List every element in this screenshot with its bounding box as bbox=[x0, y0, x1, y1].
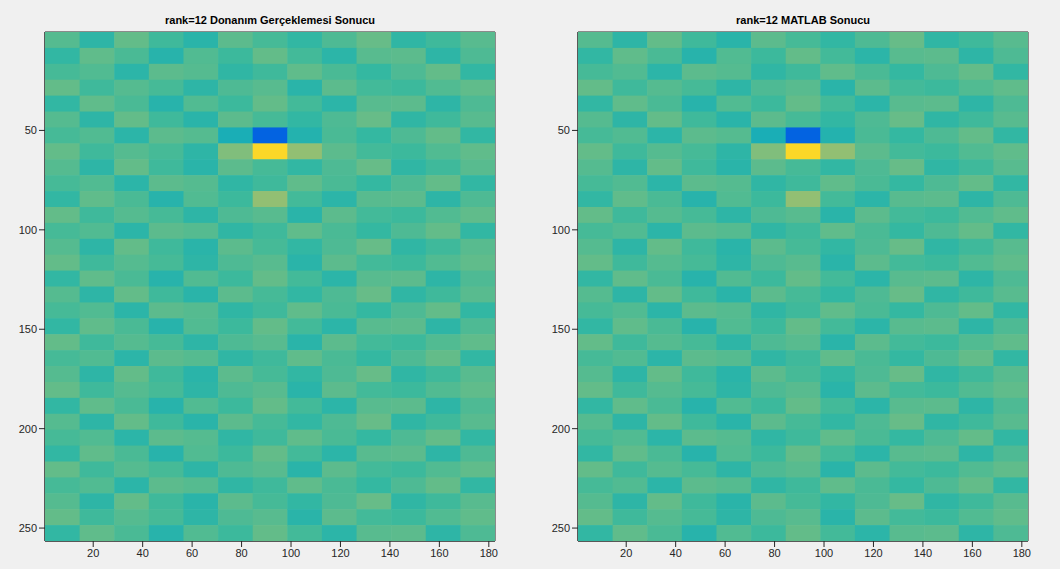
svg-text:100: 100 bbox=[282, 547, 300, 559]
html-text:rank=12 MATLAB Sonucu: rank=12 MATLAB Sonucu bbox=[736, 14, 870, 26]
svg-text:150: 150 bbox=[19, 323, 37, 335]
svg-text:180: 180 bbox=[1013, 547, 1031, 559]
svg-text:200: 200 bbox=[552, 423, 570, 435]
svg-text:150: 150 bbox=[552, 323, 570, 335]
svg-text:120: 120 bbox=[331, 547, 349, 559]
svg-text:40: 40 bbox=[670, 547, 682, 559]
svg-text:160: 160 bbox=[430, 547, 448, 559]
svg-text:100: 100 bbox=[815, 547, 833, 559]
svg-text:140: 140 bbox=[381, 547, 399, 559]
svg-text:100: 100 bbox=[552, 224, 570, 236]
svg-text:80: 80 bbox=[235, 547, 247, 559]
svg-text:180: 180 bbox=[480, 547, 498, 559]
svg-text:50: 50 bbox=[25, 124, 37, 136]
svg-text:20: 20 bbox=[620, 547, 632, 559]
svg-text:80: 80 bbox=[768, 547, 780, 559]
svg-text:200: 200 bbox=[19, 423, 37, 435]
svg-text:20: 20 bbox=[87, 547, 99, 559]
svg-text:120: 120 bbox=[864, 547, 882, 559]
svg-text:60: 60 bbox=[186, 547, 198, 559]
svg-text:250: 250 bbox=[19, 522, 37, 534]
svg-text:50: 50 bbox=[558, 124, 570, 136]
svg-text:40: 40 bbox=[137, 547, 149, 559]
svg-text:60: 60 bbox=[719, 547, 731, 559]
svg-text:100: 100 bbox=[19, 224, 37, 236]
svg-text:140: 140 bbox=[914, 547, 932, 559]
html-text:rank=12 Donanım Gerçeklemesi S: rank=12 Donanım Gerçeklemesi Sonucu bbox=[165, 14, 375, 26]
svg-text:160: 160 bbox=[963, 547, 981, 559]
svg-text:250: 250 bbox=[552, 522, 570, 534]
